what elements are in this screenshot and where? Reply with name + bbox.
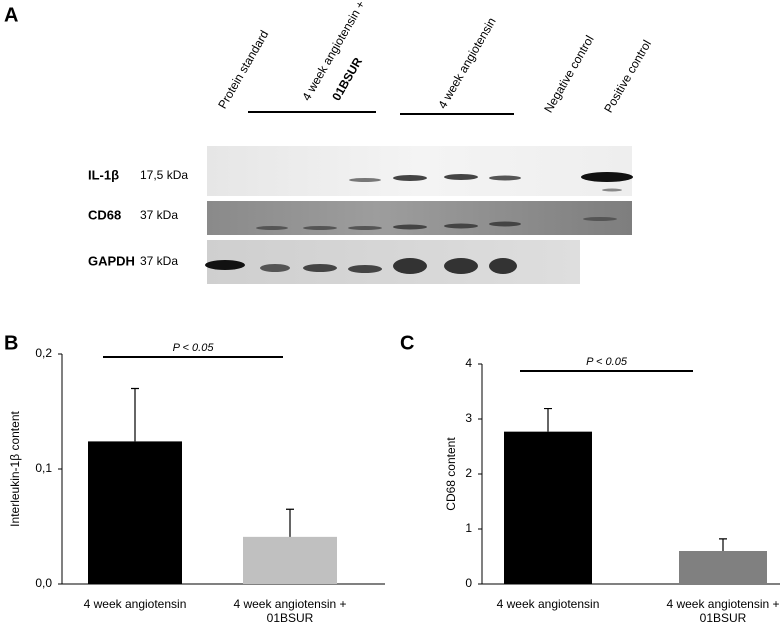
panel-letter: C xyxy=(400,332,414,354)
bar xyxy=(88,441,182,584)
row-size: 17,5 kDa xyxy=(140,168,188,182)
y-tick-label: 0,0 xyxy=(35,576,52,590)
y-tick-label: 1 xyxy=(465,521,472,535)
y-tick-label: 3 xyxy=(465,411,472,425)
error-bar xyxy=(286,508,294,537)
x-tick-label: 4 week angiotensin + 01BSUR xyxy=(233,597,347,624)
row-size: 37 kDa xyxy=(140,254,178,268)
row-protein: GAPDH xyxy=(88,253,135,268)
bar xyxy=(243,536,337,584)
error-bar xyxy=(544,407,552,432)
error-bar xyxy=(719,538,727,551)
bar xyxy=(504,431,592,584)
lane-label: Protein standard xyxy=(215,28,271,111)
lane-label: 4 week angiotensin xyxy=(435,15,498,111)
y-axis-label: CD68 content xyxy=(444,437,458,511)
annotation: P < 0.05 xyxy=(586,356,628,368)
y-tick-label: 2 xyxy=(465,466,472,480)
y-axis-label: Interleukin-1β content xyxy=(8,411,22,527)
x-tick-label: 4 week angiotensin xyxy=(83,597,187,611)
blot xyxy=(205,146,633,284)
annotation: P < 0.05 xyxy=(173,342,215,354)
lane-label: Positive control xyxy=(601,38,654,115)
bar xyxy=(679,551,767,584)
y-tick-label: 0,1 xyxy=(35,461,52,475)
x-tick-label: 4 week angiotensin xyxy=(496,597,600,611)
panel-letter: B xyxy=(4,332,18,354)
row-protein: IL-1β xyxy=(88,167,119,182)
y-tick-label: 4 xyxy=(465,356,472,370)
error-bar xyxy=(131,387,139,442)
panel-letter: A xyxy=(4,4,18,26)
y-tick-label: 0 xyxy=(465,576,472,590)
x-tick-label: 4 week angiotensin + 01BSUR xyxy=(666,597,780,624)
row-protein: CD68 xyxy=(88,207,121,222)
lane-label: Negative control xyxy=(541,33,596,115)
y-tick-label: 0,2 xyxy=(35,346,52,360)
row-size: 37 kDa xyxy=(140,208,178,222)
